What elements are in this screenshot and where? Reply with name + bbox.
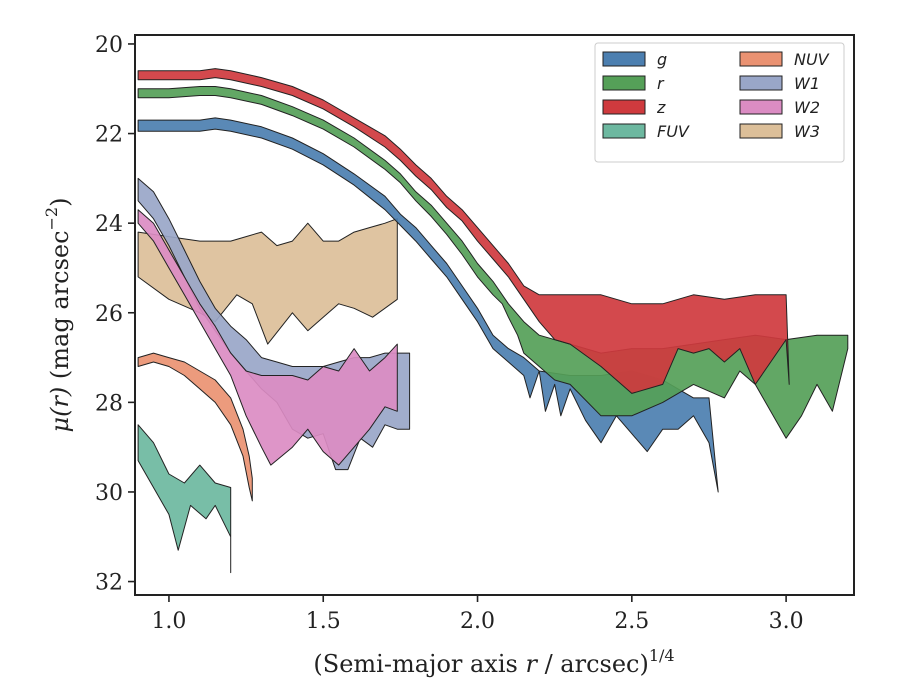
legend-label-z: z [656, 98, 666, 117]
y-axis-label-sup: −2 [42, 207, 61, 231]
y-tick-label: 32 [95, 571, 123, 596]
x-tick-label: 1.0 [151, 609, 186, 634]
legend-swatch-z [602, 99, 646, 115]
legend-label-g: g [657, 50, 667, 69]
legend-swatch-g [602, 51, 646, 67]
y-tick-label: 24 [95, 212, 123, 237]
legend-label-w3: W3 [794, 122, 820, 141]
y-tick-label: 20 [95, 33, 123, 58]
x-tick-label: 3.0 [769, 609, 804, 634]
band-nuv [137, 352, 253, 502]
x-axis-label: (Semi-major axis r / arcsec)1/4 [313, 646, 674, 678]
legend-label-r: r [657, 74, 665, 93]
legend-swatch-w2 [739, 99, 783, 115]
legend: grz FUV NUV W1 W2 W3 [594, 42, 845, 163]
y-tick-label: 30 [95, 481, 123, 506]
x-tick-label: 1.5 [306, 609, 341, 634]
legend-swatch-r [602, 75, 646, 91]
y-axis-label-var: μ(r) [46, 387, 74, 433]
x-tick-label: 2.0 [460, 609, 495, 634]
y-axis-label-mid: (mag arcsec [46, 230, 74, 386]
x-axis: 1.0 1.5 2.0 2.5 3.0 [151, 595, 804, 634]
legend-label-w2: W2 [794, 98, 820, 117]
legend-label-w1: W1 [794, 74, 820, 93]
x-axis-label-sup: 1/4 [649, 646, 675, 665]
y-axis: 20 22 24 26 28 30 32 [95, 33, 135, 596]
band-z [137, 68, 790, 394]
x-axis-label-mid: / arcsec) [537, 650, 649, 678]
x-axis-label-var: r [525, 650, 538, 678]
legend-swatch-w1 [739, 75, 783, 91]
y-axis-label: μ(r) (mag arcsec−2) [42, 198, 74, 433]
band-w2 [137, 209, 398, 466]
legend-swatch-nuv [739, 51, 783, 67]
y-tick-label: 22 [95, 123, 123, 148]
y-axis-label-post: ) [46, 198, 74, 207]
y-tick-label: 28 [95, 391, 123, 416]
band-g [137, 117, 719, 493]
y-tick-label: 26 [95, 302, 123, 327]
band-fuv [137, 424, 232, 574]
legend-swatch-w3 [739, 123, 783, 139]
band-layer [137, 68, 849, 574]
legend-swatch-fuv [602, 123, 646, 139]
x-tick-label: 2.5 [614, 609, 649, 634]
legend-label-nuv: NUV [794, 50, 830, 69]
plot-frame [134, 34, 855, 596]
x-axis-label-pre: (Semi-major axis [313, 650, 525, 678]
legend-label-fuv: FUV [657, 122, 690, 141]
